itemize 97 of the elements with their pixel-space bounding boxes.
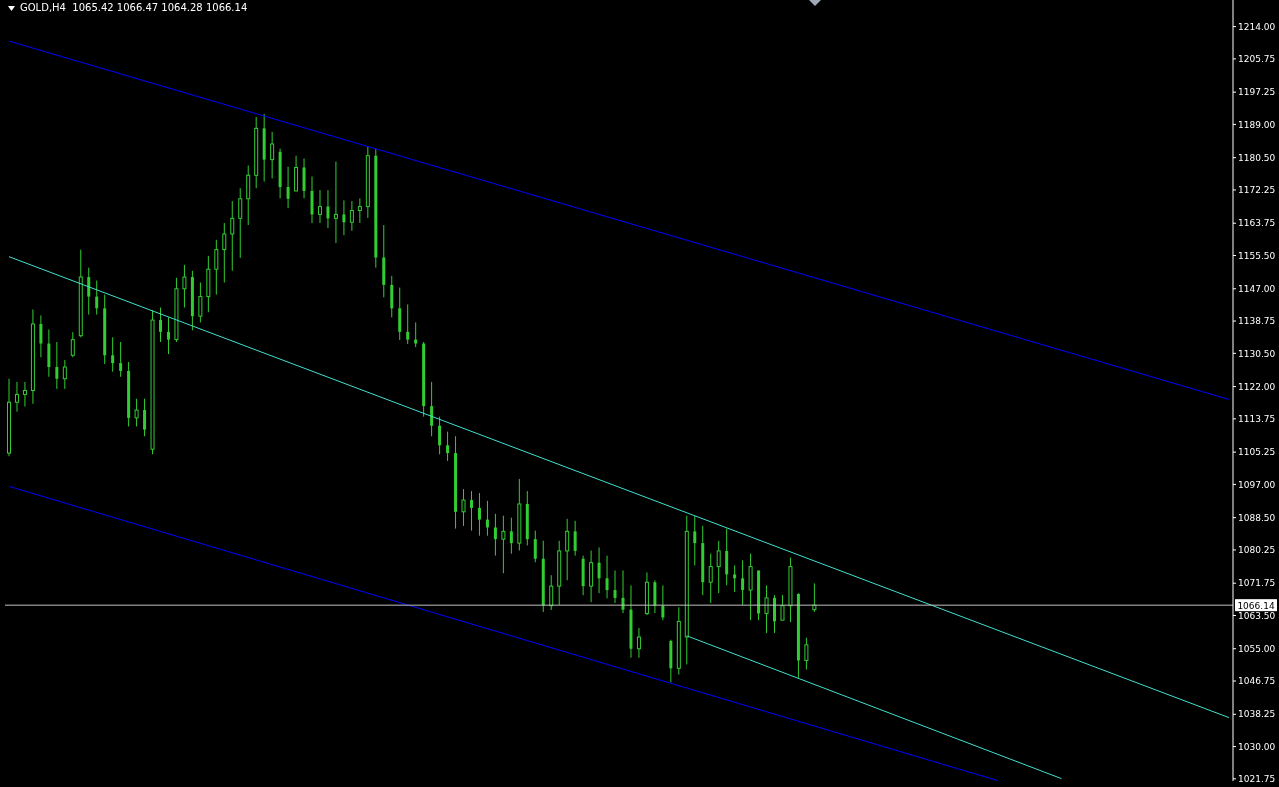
candlestick [246, 165, 251, 226]
candlestick [636, 627, 641, 659]
candlestick [134, 398, 139, 427]
candlestick [597, 546, 601, 594]
candlestick [509, 517, 513, 555]
candlestick [565, 518, 570, 581]
y-tick-label: 1130.50 [1238, 348, 1276, 359]
y-tick-label: 1155.50 [1238, 250, 1276, 261]
candlestick [302, 157, 306, 199]
candlestick [485, 500, 489, 537]
y-tick-label: 1122.00 [1238, 381, 1276, 392]
candlestick [613, 569, 617, 604]
y-tick-label: 1214.00 [1238, 21, 1276, 32]
candlestick [294, 155, 299, 192]
candlestick [605, 555, 609, 599]
candlestick [693, 515, 697, 566]
candlestick [477, 492, 481, 537]
candlestick [47, 328, 51, 378]
candlestick [780, 594, 785, 621]
candlestick [230, 200, 235, 272]
candlestick [748, 553, 753, 621]
candlestick [549, 574, 554, 611]
candlestick [317, 189, 322, 224]
y-tick-label: 1205.75 [1238, 54, 1276, 65]
candlestick [430, 381, 434, 437]
y-tick-label: 1088.50 [1238, 512, 1276, 523]
candlestick [653, 579, 657, 614]
candlestick [469, 490, 473, 532]
y-tick-label: 1030.00 [1238, 741, 1276, 752]
candlestick [14, 381, 19, 413]
candlestick [198, 282, 203, 323]
candlestick [390, 275, 394, 318]
candlestick [310, 175, 314, 224]
candlestick [741, 559, 745, 606]
y-tick-label: 1038.25 [1238, 709, 1276, 720]
candlestick [446, 431, 450, 462]
candlestick [95, 280, 99, 316]
candlestick [438, 416, 442, 455]
candlestick [414, 321, 418, 348]
y-tick-label: 1071.75 [1238, 578, 1276, 589]
candlestick [222, 222, 227, 284]
candlestick [326, 189, 330, 229]
y-tick-label: 1197.25 [1238, 87, 1276, 98]
candlestick [270, 131, 275, 179]
candlestick [764, 584, 769, 634]
candlestick [804, 637, 809, 670]
y-tick-label: 1138.75 [1238, 316, 1276, 327]
candlestick [501, 515, 506, 574]
candlestick [661, 584, 665, 621]
candlestick [725, 528, 729, 586]
ref-line-label: 1066.14 [1237, 600, 1275, 611]
candlestick [87, 267, 91, 316]
y-tick-label: 1163.75 [1238, 218, 1276, 229]
candlestick [39, 314, 43, 358]
candlestick [62, 359, 67, 390]
candlestick [589, 550, 594, 603]
candlestick [166, 316, 170, 355]
y-tick-label: 1046.75 [1238, 676, 1276, 687]
candlestick [143, 398, 147, 437]
candlestick [406, 303, 410, 345]
candlestick [333, 161, 338, 244]
chart-title: GOLD,H4 1065.42 1066.47 1064.28 1066.14 [20, 2, 248, 13]
candlestick [70, 331, 75, 358]
candlestick [621, 569, 625, 614]
candlestick [533, 530, 537, 563]
y-tick-label: 1147.00 [1238, 283, 1276, 294]
y-tick-label: 1097.00 [1238, 479, 1276, 490]
y-tick-label: 1105.25 [1238, 447, 1276, 458]
y-tick-label: 1189.00 [1238, 119, 1276, 130]
y-tick-label: 1172.25 [1238, 185, 1276, 196]
candlestick [214, 239, 219, 296]
candlestick [398, 287, 402, 341]
candlestick [286, 166, 290, 209]
candlestick [493, 513, 497, 557]
y-tick-label: 1180.50 [1238, 152, 1276, 163]
candlestick [238, 187, 243, 259]
candlestick [773, 594, 777, 634]
candlestick [159, 307, 163, 343]
candlestick [812, 582, 817, 613]
y-tick-label: 1080.25 [1238, 545, 1276, 556]
candlestick [716, 540, 721, 594]
candlestick [111, 336, 115, 373]
candlestick [357, 197, 362, 224]
candlestick [708, 553, 713, 604]
candlestick [55, 341, 59, 390]
candlestick [342, 199, 346, 236]
y-tick-label: 1113.75 [1238, 414, 1276, 425]
candlestick [349, 200, 354, 232]
y-tick-label: 1055.00 [1238, 643, 1276, 654]
y-tick-label: 1021.75 [1238, 774, 1276, 785]
candlestick [733, 564, 737, 593]
candlestick [119, 341, 123, 378]
candlestick [182, 264, 187, 309]
candlestick [573, 520, 577, 557]
candlestick [461, 488, 466, 527]
candlestick [22, 381, 27, 408]
y-tick-label: 1063.50 [1238, 610, 1276, 621]
